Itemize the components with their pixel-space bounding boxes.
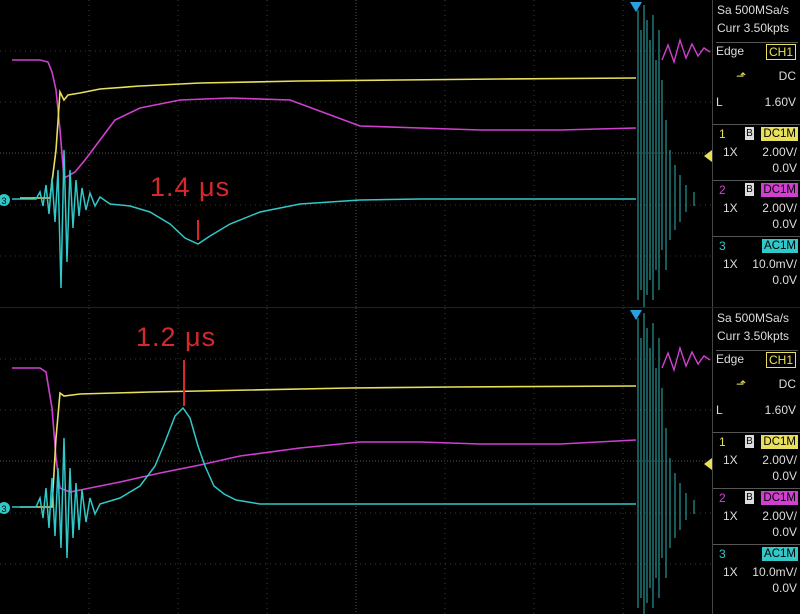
timing-annotation: 1.2 μs	[136, 322, 217, 352]
trigger-source[interactable]: CH1	[765, 44, 796, 60]
trigger-position-marker[interactable]	[630, 310, 642, 320]
memory-depth: Curr 3.50kpts	[717, 329, 790, 343]
ch1-trace	[20, 385, 637, 508]
channel-2-box[interactable]: 2 B DC1M 1X 2.00V/ 0.0V	[713, 180, 800, 235]
ch2-ringing	[661, 37, 711, 65]
channel-coupling: DC1M	[761, 183, 798, 197]
channel-number: 1	[719, 435, 726, 449]
scope-screen-bottom: 3 1.2 μs Sa 500MSa/s Curr 3.50kpts Edge …	[0, 307, 800, 614]
trigger-level-label: L	[716, 403, 723, 417]
channel-offset: 0.0V	[772, 581, 797, 595]
channel-offset: 0.0V	[772, 217, 797, 231]
ch3-burst	[637, 313, 695, 614]
trigger-coupling: DC	[778, 69, 796, 83]
sample-rate: Sa 500MSa/s	[717, 3, 790, 17]
svg-text:3: 3	[1, 196, 6, 206]
bandwidth-limit-badge: B	[745, 183, 754, 196]
ch3-ground-marker: 3	[0, 502, 10, 514]
channel-number: 1	[719, 127, 726, 141]
channel-coupling: DC1M	[761, 491, 798, 505]
waveform-graticule: 3	[0, 308, 712, 614]
probe-ratio: 1X	[723, 565, 738, 579]
probe-ratio: 1X	[723, 201, 738, 215]
trigger-row[interactable]: Edge CH1	[716, 350, 798, 368]
volts-per-div: 2.00V/	[762, 201, 797, 215]
trigger-level-marker[interactable]	[704, 458, 712, 470]
channel-offset: 0.0V	[772, 469, 797, 483]
channel-offset: 0.0V	[772, 273, 797, 287]
probe-ratio: 1X	[723, 257, 738, 271]
ch1-trace	[20, 77, 637, 199]
channel-coupling: DC1M	[761, 435, 798, 449]
ch3-trace	[12, 406, 636, 559]
trigger-slope-row[interactable]: ⬏ DC	[716, 68, 798, 84]
volts-per-div: 2.00V/	[762, 509, 797, 523]
trigger-row[interactable]: Edge CH1	[716, 42, 798, 60]
trigger-level-row[interactable]: L 1.60V	[716, 94, 798, 110]
channel-coupling: DC1M	[761, 127, 798, 141]
channel-2-box[interactable]: 2 B DC1M 1X 2.00V/ 0.0V	[713, 488, 800, 543]
bandwidth-limit-badge: B	[745, 127, 754, 140]
channel-number: 3	[719, 547, 726, 561]
bandwidth-limit-badge: B	[745, 435, 754, 448]
channel-number: 3	[719, 239, 726, 253]
trigger-type: Edge	[716, 352, 745, 366]
trigger-level-row[interactable]: L 1.60V	[716, 402, 798, 418]
memory-depth: Curr 3.50kpts	[717, 21, 790, 35]
channel-coupling: AC1M	[762, 547, 798, 561]
trigger-slope-row[interactable]: ⬏ DC	[716, 376, 798, 392]
channel-number: 2	[719, 183, 726, 197]
volts-per-div: 2.00V/	[762, 453, 797, 467]
volts-per-div: 2.00V/	[762, 145, 797, 159]
waveform-area[interactable]: 3 1.4 μs	[0, 0, 712, 307]
trigger-position-marker[interactable]	[630, 2, 642, 12]
trigger-level-marker[interactable]	[704, 150, 712, 162]
trigger-level-label: L	[716, 95, 723, 109]
rising-edge-icon: ⬏	[736, 69, 747, 83]
svg-text:3: 3	[1, 504, 6, 514]
sample-rate: Sa 500MSa/s	[717, 311, 790, 325]
channel-offset: 0.0V	[772, 525, 797, 539]
channel-1-box[interactable]: 1 B DC1M 1X 2.00V/ 0.0V	[713, 124, 800, 179]
timing-annotation: 1.4 μs	[150, 172, 231, 202]
ch3-ground-marker: 3	[0, 194, 10, 206]
ch3-burst	[637, 5, 695, 307]
channel-3-box[interactable]: 3 AC1M 1X 10.0mV/ 0.0V	[713, 236, 800, 291]
ch2-trace	[12, 367, 637, 493]
channel-offset: 0.0V	[772, 161, 797, 175]
center-axes	[0, 0, 712, 307]
ch3-trace	[12, 149, 636, 289]
waveform-area[interactable]: 3 1.2 μs	[0, 308, 712, 614]
ch2-trace	[12, 59, 637, 180]
channel-coupling: AC1M	[762, 239, 798, 253]
settings-panel: Sa 500MSa/s Curr 3.50kpts Edge CH1 ⬏ DC …	[712, 308, 800, 614]
probe-ratio: 1X	[723, 453, 738, 467]
channel-1-box[interactable]: 1 B DC1M 1X 2.00V/ 0.0V	[713, 432, 800, 487]
rising-edge-icon: ⬏	[736, 377, 747, 391]
trigger-level: 1.60V	[764, 95, 796, 109]
trigger-type: Edge	[716, 44, 745, 58]
trigger-coupling: DC	[778, 377, 796, 391]
volts-per-div: 10.0mV/	[752, 257, 797, 271]
volts-per-div: 10.0mV/	[752, 565, 797, 579]
probe-ratio: 1X	[723, 145, 738, 159]
bandwidth-limit-badge: B	[745, 491, 754, 504]
trigger-level: 1.60V	[764, 403, 796, 417]
probe-ratio: 1X	[723, 509, 738, 523]
settings-panel: Sa 500MSa/s Curr 3.50kpts Edge CH1 ⬏ DC …	[712, 0, 800, 307]
trigger-source[interactable]: CH1	[765, 352, 796, 368]
channel-3-box[interactable]: 3 AC1M 1X 10.0mV/ 0.0V	[713, 544, 800, 599]
ch2-ringing	[661, 345, 711, 373]
center-axes	[0, 308, 712, 614]
channel-number: 2	[719, 491, 726, 505]
scope-screen-top: 3 1.4 μs Sa 500MSa/s Curr 3.50kpts Edge …	[0, 0, 800, 307]
waveform-graticule: 3	[0, 0, 712, 307]
